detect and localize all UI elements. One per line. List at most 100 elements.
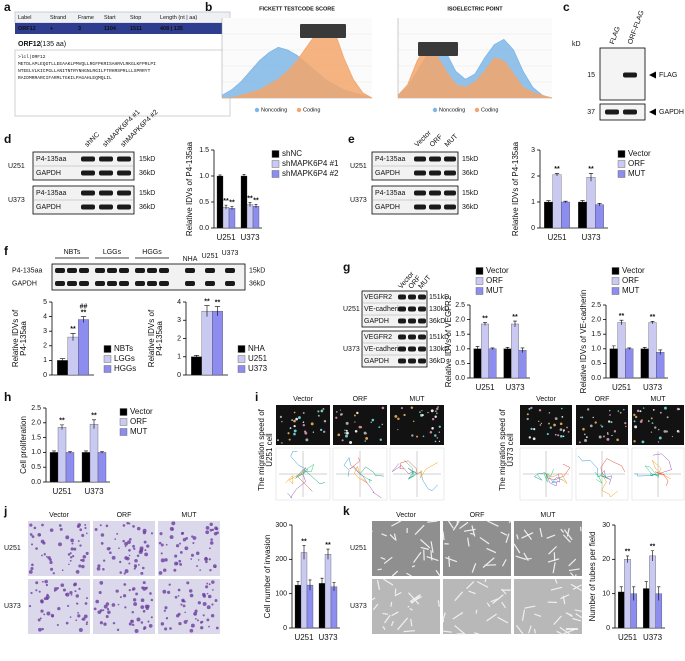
lane-label: MUT	[418, 274, 434, 291]
cell	[102, 567, 105, 571]
y-axis-label: Cell number of invasion	[263, 535, 272, 619]
cell	[209, 528, 213, 532]
cell	[317, 414, 320, 417]
cell	[168, 583, 171, 586]
cell	[633, 420, 636, 423]
cell	[173, 568, 177, 572]
cell	[553, 423, 556, 427]
micrograph	[443, 579, 511, 634]
cell	[169, 627, 172, 630]
tube	[409, 594, 421, 603]
tube	[516, 534, 519, 540]
cell	[659, 411, 662, 414]
cell	[81, 533, 85, 537]
cell	[174, 595, 178, 599]
tube	[394, 591, 402, 597]
cell	[69, 556, 73, 559]
x-tick-label: U251	[294, 633, 314, 642]
protein-label: VEGFR2	[364, 334, 392, 341]
chart-title: FICKETT TESTCODE SCORE	[259, 6, 335, 12]
error-bar	[204, 305, 210, 317]
cell	[548, 412, 551, 414]
table-header	[14, 11, 231, 24]
cell	[364, 440, 367, 442]
cell	[116, 532, 119, 535]
tube	[409, 608, 413, 611]
tube	[505, 533, 510, 543]
cell	[305, 438, 309, 442]
tube	[559, 626, 571, 635]
kd-label: 37	[587, 109, 595, 116]
legend-label: Coding	[481, 107, 498, 113]
x-tick-label: U251	[475, 383, 495, 392]
track	[359, 466, 384, 477]
cell	[132, 587, 136, 591]
micrograph	[28, 579, 90, 634]
cell	[344, 429, 346, 431]
cell	[582, 427, 585, 431]
cell	[144, 549, 147, 552]
band	[99, 190, 113, 196]
error-bar	[627, 347, 632, 350]
cell	[134, 558, 138, 563]
cell	[181, 531, 185, 535]
track	[391, 463, 418, 475]
cell	[100, 542, 104, 545]
cell	[533, 428, 536, 431]
band	[408, 358, 416, 364]
cell	[128, 554, 131, 557]
cell	[400, 407, 403, 410]
cell	[49, 560, 53, 565]
cell	[165, 616, 169, 620]
bar	[67, 336, 79, 376]
error-bar	[475, 346, 480, 352]
condition-label: ORF	[470, 512, 485, 519]
cell	[74, 590, 77, 593]
x-tick-label: U373	[581, 233, 601, 242]
panel-letter: b	[205, 0, 212, 14]
y-tick-label: 4	[43, 313, 47, 320]
cell	[190, 553, 194, 557]
tube	[575, 613, 583, 619]
bar	[511, 323, 519, 379]
band	[398, 334, 406, 340]
tube	[391, 520, 402, 527]
bar	[228, 208, 236, 229]
cell	[585, 436, 588, 439]
kd-label: 36kD	[429, 318, 445, 325]
y-tick-label: 3	[177, 317, 181, 324]
cell	[209, 568, 212, 572]
cell	[150, 616, 153, 619]
cell	[208, 583, 211, 586]
condition-label: ORF	[353, 396, 368, 403]
cell	[81, 618, 84, 621]
tube	[524, 605, 536, 609]
error-bar	[193, 354, 200, 359]
significance: **	[215, 299, 221, 306]
tube	[513, 543, 521, 554]
track	[545, 473, 560, 487]
y-tick-label: 1.0	[455, 346, 465, 353]
cell	[150, 598, 154, 602]
tube	[521, 532, 534, 539]
caption: ORF12	[18, 41, 41, 48]
tube	[486, 613, 497, 622]
error-bar	[650, 321, 655, 324]
cell	[83, 614, 88, 619]
cell	[345, 421, 349, 425]
cell	[180, 603, 183, 606]
cell	[312, 431, 315, 433]
arrow	[649, 108, 656, 116]
cell	[56, 623, 59, 627]
tube	[372, 603, 379, 611]
unit-label: kD	[572, 41, 581, 48]
cell	[78, 564, 82, 568]
cell	[624, 422, 627, 425]
cell	[76, 602, 78, 605]
cell	[216, 531, 219, 535]
x-tick-label: U373	[240, 233, 260, 242]
micrograph	[390, 405, 444, 445]
cell	[28, 604, 32, 608]
cell	[598, 435, 602, 439]
cell	[293, 424, 296, 428]
